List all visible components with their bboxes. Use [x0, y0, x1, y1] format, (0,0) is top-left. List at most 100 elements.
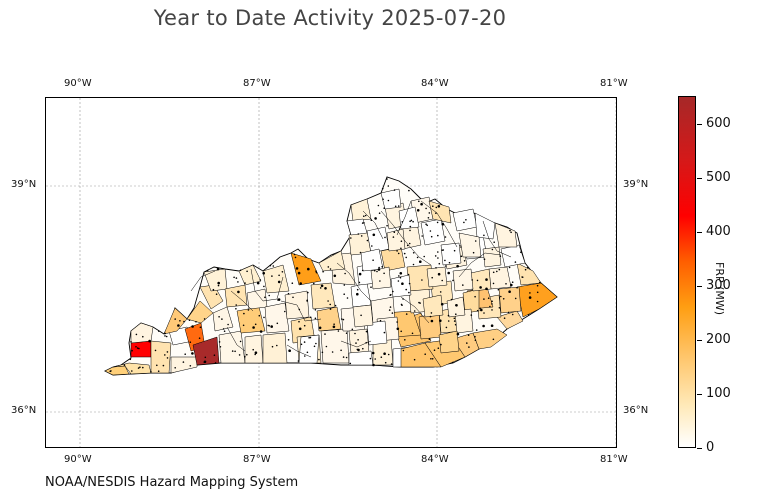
- fire-point: [493, 241, 496, 243]
- colorbar-label-500: 500: [706, 170, 731, 185]
- fire-point: [492, 271, 495, 274]
- fire-point: [259, 279, 262, 281]
- fire-point: [343, 284, 346, 286]
- fire-point: [536, 284, 539, 287]
- fire-point: [492, 338, 495, 341]
- county-knox: [438, 330, 460, 354]
- fire-point: [434, 255, 437, 257]
- fire-point: [398, 275, 400, 277]
- fire-point: [356, 348, 359, 351]
- fire-point: [123, 364, 126, 366]
- fire-point: [452, 279, 454, 282]
- map-panel[interactable]: [45, 97, 617, 448]
- fire-point: [309, 336, 312, 339]
- fire-point: [162, 364, 165, 367]
- county-logan: [262, 332, 288, 364]
- fire-point: [408, 189, 410, 192]
- fire-point: [406, 244, 409, 247]
- fire-point: [399, 276, 402, 279]
- lon-tick-bottom-87w: 87°W: [243, 454, 271, 465]
- fire-point: [327, 266, 330, 268]
- fire-point: [254, 351, 258, 355]
- fire-point: [297, 271, 301, 275]
- fire-point: [142, 335, 144, 338]
- fire-point: [435, 267, 437, 269]
- fire-point: [444, 265, 447, 267]
- fire-point: [444, 259, 446, 262]
- county-carlisle: [130, 340, 152, 358]
- fire-point: [439, 319, 442, 323]
- fire-point: [508, 266, 511, 269]
- county-woodford: [386, 228, 406, 252]
- fire-point: [498, 268, 501, 271]
- fire-point: [405, 288, 408, 291]
- fire-point: [411, 332, 414, 335]
- kentucky-county-map[interactable]: [46, 98, 617, 448]
- fire-point: [409, 220, 411, 223]
- fire-point: [428, 212, 431, 214]
- fire-point: [463, 221, 465, 224]
- fire-point: [320, 284, 324, 288]
- fire-point: [139, 366, 141, 369]
- fire-point: [474, 339, 477, 342]
- fire-point: [327, 300, 329, 302]
- fire-point: [450, 298, 453, 301]
- fire-point: [379, 319, 382, 322]
- fire-point: [520, 251, 522, 253]
- fire-point: [471, 279, 474, 281]
- fire-point: [235, 304, 237, 306]
- fire-point: [445, 326, 448, 329]
- fire-point: [383, 207, 386, 209]
- colorbar-tick-600: [697, 124, 702, 125]
- fire-point: [441, 222, 445, 226]
- fire-point: [131, 349, 133, 352]
- fire-point: [377, 268, 381, 271]
- fire-point: [485, 287, 488, 291]
- colorbar-label-200: 200: [706, 332, 731, 347]
- fire-point: [324, 287, 327, 290]
- county-bourbon: [420, 218, 446, 246]
- fire-point: [514, 261, 517, 263]
- fire-point: [393, 231, 396, 233]
- fire-point: [397, 252, 400, 255]
- fire-point: [130, 341, 132, 343]
- fire-point: [516, 286, 518, 289]
- fire-point: [284, 310, 286, 313]
- fire-point: [427, 217, 430, 219]
- fire-point: [321, 351, 324, 354]
- fire-point: [386, 224, 388, 227]
- fire-point: [433, 349, 436, 352]
- fire-point: [404, 339, 406, 341]
- fire-point: [538, 281, 541, 284]
- fire-point: [287, 339, 290, 341]
- fire-point: [345, 332, 348, 335]
- fire-point: [378, 212, 381, 214]
- fire-detection-points: [109, 178, 541, 373]
- fire-point: [244, 355, 246, 358]
- fire-point: [381, 187, 384, 190]
- fire-point: [242, 324, 245, 327]
- fire-point: [148, 339, 151, 343]
- fire-point: [396, 250, 398, 252]
- fire-point: [440, 343, 442, 346]
- fire-point: [214, 362, 217, 364]
- colorbar-label-300: 300: [706, 278, 731, 293]
- county-bracken: [428, 200, 452, 224]
- fire-point: [474, 240, 477, 242]
- fire-point: [359, 251, 362, 254]
- fire-point: [329, 303, 332, 306]
- fire-point: [386, 178, 388, 180]
- fire-point: [437, 251, 439, 253]
- fire-point: [454, 323, 457, 326]
- fire-point: [431, 276, 434, 279]
- fire-point: [429, 315, 432, 318]
- fire-point: [408, 291, 410, 294]
- fire-point: [429, 230, 432, 232]
- colorbar-tick-400: [697, 232, 702, 233]
- fire-point: [384, 361, 387, 364]
- fire-point: [401, 221, 404, 223]
- fire-point: [287, 292, 290, 295]
- fire-point: [393, 189, 396, 191]
- fire-point: [437, 205, 441, 208]
- fire-point: [303, 341, 306, 343]
